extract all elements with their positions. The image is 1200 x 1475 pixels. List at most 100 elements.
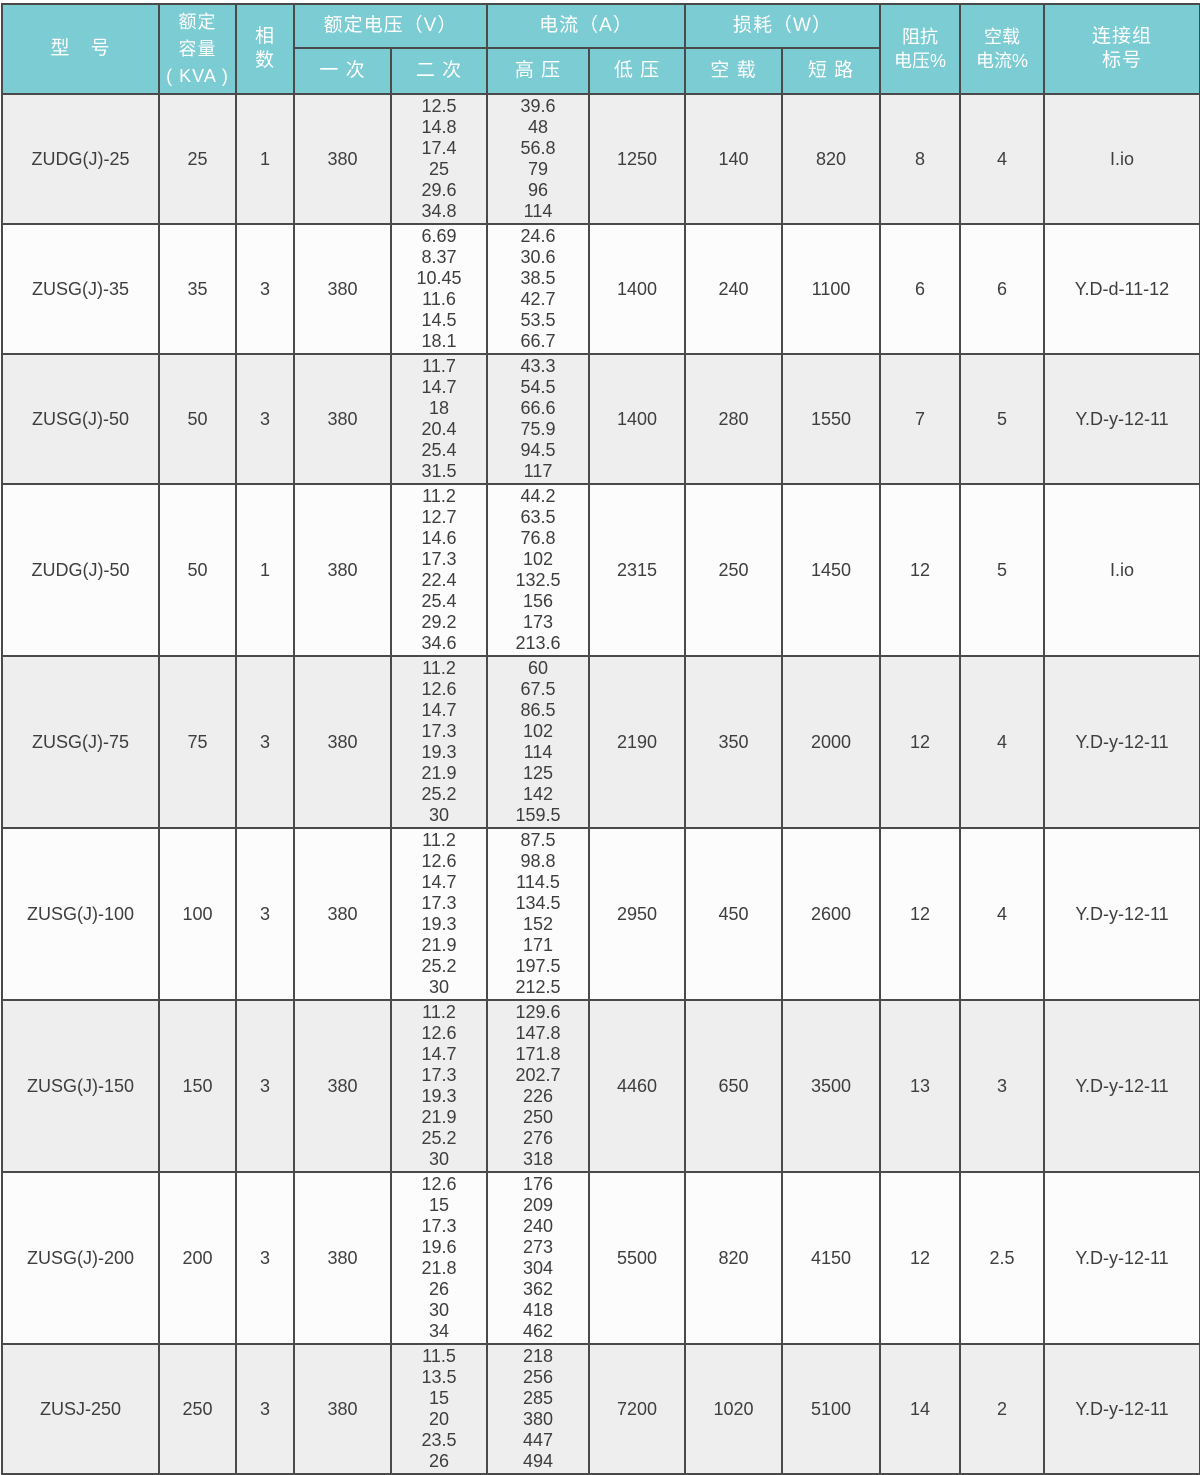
model-cell: ZUSG(J)-100 bbox=[1, 827, 160, 1001]
short-circuit-loss-cell: 3500 bbox=[781, 999, 881, 1173]
capacity-cell: 100 bbox=[158, 827, 237, 1001]
hv-current-cell: 176 209 240 273 304 362 418 462 bbox=[486, 1171, 590, 1345]
phases-cell: 3 bbox=[235, 223, 295, 355]
lv-current-cell: 2315 bbox=[588, 483, 686, 657]
capacity-cell: 50 bbox=[158, 353, 237, 485]
no-load-current-cell: 5 bbox=[959, 353, 1045, 485]
model-cell: ZUDG(J)-25 bbox=[1, 93, 160, 225]
connection-cell: Y.D-y-12-11 bbox=[1043, 1343, 1200, 1475]
impedance-cell: 12 bbox=[879, 483, 961, 657]
capacity-cell: 50 bbox=[158, 483, 237, 657]
connection-cell: Y.D-y-12-11 bbox=[1043, 999, 1200, 1173]
lv-current-cell: 1250 bbox=[588, 93, 686, 225]
impedance-cell: 8 bbox=[879, 93, 961, 225]
no-load-current-cell: 2 bbox=[959, 1343, 1045, 1475]
secondary-voltage-cell: 6.69 8.37 10.45 11.6 14.5 18.1 bbox=[390, 223, 488, 355]
header-phases: 相 数 bbox=[235, 3, 295, 95]
model-cell: ZUSG(J)-200 bbox=[1, 1171, 160, 1345]
connection-cell: Y.D-y-12-11 bbox=[1043, 353, 1200, 485]
primary-voltage-cell: 380 bbox=[293, 483, 392, 657]
no-load-loss-cell: 650 bbox=[684, 999, 783, 1173]
no-load-current-cell: 2.5 bbox=[959, 1171, 1045, 1345]
no-load-current-cell: 4 bbox=[959, 93, 1045, 225]
model-cell: ZUSG(J)-150 bbox=[1, 999, 160, 1173]
no-load-loss-cell: 140 bbox=[684, 93, 783, 225]
no-load-current-cell: 4 bbox=[959, 827, 1045, 1001]
header-high-voltage: 高 压 bbox=[486, 47, 590, 95]
table-row: ZUDG(J)-50 50 1 380 11.2 12.7 14.6 17.3 22.4… bbox=[1, 483, 1200, 657]
no-load-loss-cell: 240 bbox=[684, 223, 783, 355]
model-cell: ZUDG(J)-50 bbox=[1, 483, 160, 657]
header-loss: 损耗（W） bbox=[684, 3, 881, 49]
impedance-cell: 12 bbox=[879, 655, 961, 829]
primary-voltage-cell: 380 bbox=[293, 353, 392, 485]
short-circuit-loss-cell: 2000 bbox=[781, 655, 881, 829]
impedance-cell: 7 bbox=[879, 353, 961, 485]
transformer-spec-table: 型 号 额定 容量 ( KVA ) 相 数 额定电压（V） 电流（A） 损耗（W… bbox=[1, 3, 1200, 1475]
header-impedance-voltage: 阻抗 电压% bbox=[879, 3, 961, 95]
phases-cell: 3 bbox=[235, 827, 295, 1001]
secondary-voltage-cell: 11.2 12.6 14.7 17.3 19.3 21.9 25.2 30 bbox=[390, 655, 488, 829]
primary-voltage-cell: 380 bbox=[293, 93, 392, 225]
hv-current-cell: 44.2 63.5 76.8 102 132.5 156 173 213.6 bbox=[486, 483, 590, 657]
capacity-cell: 200 bbox=[158, 1171, 237, 1345]
impedance-cell: 6 bbox=[879, 223, 961, 355]
capacity-cell: 250 bbox=[158, 1343, 237, 1475]
primary-voltage-cell: 380 bbox=[293, 999, 392, 1173]
secondary-voltage-cell: 11.2 12.6 14.7 17.3 19.3 21.9 25.2 30 bbox=[390, 827, 488, 1001]
capacity-cell: 25 bbox=[158, 93, 237, 225]
short-circuit-loss-cell: 1100 bbox=[781, 223, 881, 355]
model-cell: ZUSJ-250 bbox=[1, 1343, 160, 1475]
capacity-cell: 150 bbox=[158, 999, 237, 1173]
short-circuit-loss-cell: 1550 bbox=[781, 353, 881, 485]
no-load-loss-cell: 820 bbox=[684, 1171, 783, 1345]
phases-cell: 3 bbox=[235, 999, 295, 1173]
connection-cell: I.io bbox=[1043, 93, 1200, 225]
secondary-voltage-cell: 11.5 13.5 15 20 23.5 26 bbox=[390, 1343, 488, 1475]
header-secondary-voltage: 二 次 bbox=[390, 47, 488, 95]
no-load-loss-cell: 250 bbox=[684, 483, 783, 657]
hv-current-cell: 43.3 54.5 66.6 75.9 94.5 117 bbox=[486, 353, 590, 485]
header-short-circuit-loss: 短 路 bbox=[781, 47, 881, 95]
header-rated-voltage: 额定电压（V） bbox=[293, 3, 488, 49]
table-row: ZUSG(J)-35 35 3 380 6.69 8.37 10.45 11.6 14.… bbox=[1, 223, 1200, 355]
secondary-voltage-cell: 11.2 12.7 14.6 17.3 22.4 25.4 29.2 34.6 bbox=[390, 483, 488, 657]
no-load-loss-cell: 450 bbox=[684, 827, 783, 1001]
primary-voltage-cell: 380 bbox=[293, 223, 392, 355]
connection-cell: Y.D-y-12-11 bbox=[1043, 827, 1200, 1001]
lv-current-cell: 1400 bbox=[588, 223, 686, 355]
primary-voltage-cell: 380 bbox=[293, 1171, 392, 1345]
capacity-cell: 35 bbox=[158, 223, 237, 355]
phases-cell: 1 bbox=[235, 93, 295, 225]
secondary-voltage-cell: 11.7 14.7 18 20.4 25.4 31.5 bbox=[390, 353, 488, 485]
short-circuit-loss-cell: 820 bbox=[781, 93, 881, 225]
table-row: ZUSG(J)-200 200 3 380 12.6 15 17.3 19.6 21.8… bbox=[1, 1171, 1200, 1345]
secondary-voltage-cell: 12.5 14.8 17.4 25 29.6 34.8 bbox=[390, 93, 488, 225]
model-cell: ZUSG(J)-50 bbox=[1, 353, 160, 485]
table-row: ZUSG(J)-75 75 3 380 11.2 12.6 14.7 17.3 19.3… bbox=[1, 655, 1200, 829]
secondary-voltage-cell: 11.2 12.6 14.7 17.3 19.3 21.9 25.2 30 bbox=[390, 999, 488, 1173]
primary-voltage-cell: 380 bbox=[293, 827, 392, 1001]
phases-cell: 3 bbox=[235, 1171, 295, 1345]
short-circuit-loss-cell: 4150 bbox=[781, 1171, 881, 1345]
no-load-loss-cell: 1020 bbox=[684, 1343, 783, 1475]
lv-current-cell: 4460 bbox=[588, 999, 686, 1173]
header-no-load-loss: 空 载 bbox=[684, 47, 783, 95]
primary-voltage-cell: 380 bbox=[293, 655, 392, 829]
hv-current-cell: 218 256 285 380 447 494 bbox=[486, 1343, 590, 1475]
no-load-current-cell: 3 bbox=[959, 999, 1045, 1173]
table-row: ZUSG(J)-150 150 3 380 11.2 12.6 14.7 17.3 19… bbox=[1, 999, 1200, 1173]
hv-current-cell: 60 67.5 86.5 102 114 125 142 159.5 bbox=[486, 655, 590, 829]
table-row: ZUDG(J)-25 25 1 380 12.5 14.8 17.4 25 29.6 3… bbox=[1, 93, 1200, 225]
hv-current-cell: 24.6 30.6 38.5 42.7 53.5 66.7 bbox=[486, 223, 590, 355]
table-row: ZUSG(J)-50 50 3 380 11.7 14.7 18 20.4 25.4 3… bbox=[1, 353, 1200, 485]
capacity-cell: 75 bbox=[158, 655, 237, 829]
lv-current-cell: 7200 bbox=[588, 1343, 686, 1475]
header-model: 型 号 bbox=[1, 3, 160, 95]
model-cell: ZUSG(J)-35 bbox=[1, 223, 160, 355]
short-circuit-loss-cell: 2600 bbox=[781, 827, 881, 1001]
phases-cell: 3 bbox=[235, 353, 295, 485]
lv-current-cell: 2950 bbox=[588, 827, 686, 1001]
model-cell: ZUSG(J)-75 bbox=[1, 655, 160, 829]
